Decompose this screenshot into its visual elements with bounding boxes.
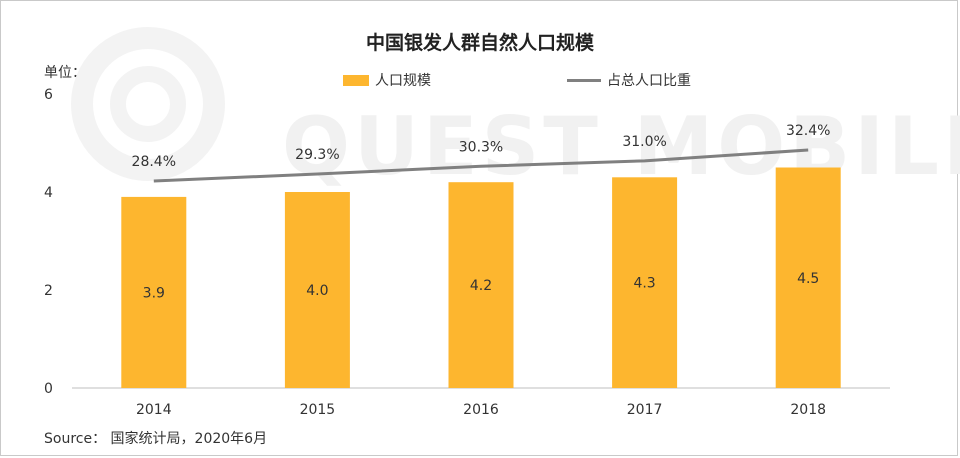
watermark-ring-inner — [110, 66, 186, 142]
x-tick-label: 2018 — [790, 402, 826, 418]
bar-2014 — [121, 196, 187, 388]
bar-2017 — [612, 177, 678, 388]
bar-2016 — [448, 182, 514, 388]
bar-value-label: 4.3 — [633, 276, 655, 292]
y-tick-label: 2 — [44, 283, 53, 299]
line-value-label: 31.0% — [622, 134, 666, 150]
bar-2015 — [284, 192, 350, 388]
chart-title: 中国银发人群自然人口规模 — [365, 32, 594, 54]
y-tick-label: 0 — [44, 381, 53, 397]
y-tick-label: 6 — [44, 87, 53, 103]
legend-bar-label: 人口规模 — [375, 73, 431, 89]
x-tick-label: 2015 — [300, 402, 336, 418]
legend-item-share: 占总人口比重 — [567, 70, 691, 90]
x-tick-label: 2016 — [463, 402, 499, 418]
bar-value-label: 3.9 — [143, 285, 165, 301]
bar-value-label: 4.0 — [306, 283, 328, 299]
line-value-label: 29.3% — [295, 147, 339, 163]
bar-value-label: 4.2 — [470, 278, 492, 294]
legend-item-population: 人口规模 — [343, 70, 431, 90]
watermark-ring-outer — [71, 27, 225, 181]
bar-value-label: 4.5 — [797, 271, 819, 287]
legend-line-swatch — [567, 78, 601, 82]
bar-2018 — [775, 167, 841, 388]
y-tick-label: 4 — [44, 185, 53, 201]
line-value-label: 32.4% — [786, 123, 830, 139]
share-line — [153, 148, 809, 183]
x-tick-label: 2017 — [627, 402, 663, 418]
source-note: Source： 国家统计局，2020年6月 — [44, 431, 268, 447]
legend-line-label: 占总人口比重 — [607, 73, 691, 89]
legend-bar-swatch — [343, 74, 369, 86]
line-value-label: 28.4% — [132, 154, 176, 170]
x-tick-label: 2014 — [136, 402, 172, 418]
line-value-label: 30.3% — [459, 139, 503, 155]
